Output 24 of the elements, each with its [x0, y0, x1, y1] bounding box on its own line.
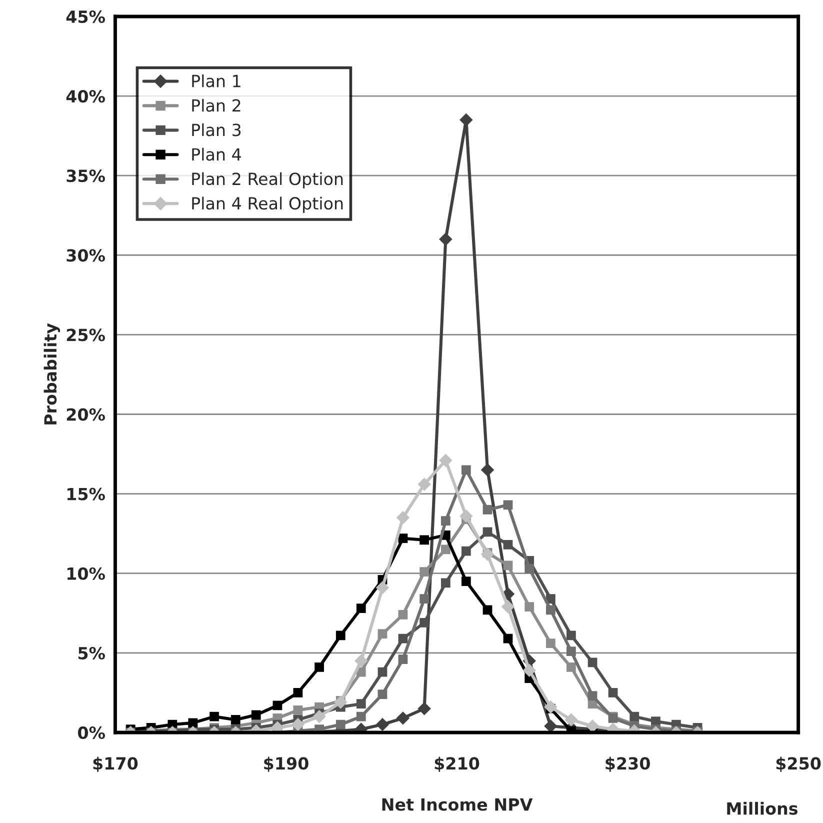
legend-label: Plan 3 — [192, 123, 241, 136]
y-tick-label: 30% — [66, 249, 105, 262]
legend-label: Plan 2 — [192, 98, 240, 112]
y-axis-title: Probability — [44, 323, 60, 424]
y-tick-label: 40% — [66, 90, 105, 103]
y-tick-label: 15% — [67, 488, 105, 500]
legend-label: Plan 4 Real Option — [192, 196, 343, 213]
y-tick-label: 10% — [67, 567, 105, 580]
x-tick-label: $250 — [776, 756, 821, 772]
legend-label: Plan 4 — [192, 148, 241, 161]
x-tick-label: $210 — [434, 756, 480, 772]
y-tick-label: 5% — [78, 646, 105, 660]
x-tick-label: $190 — [264, 756, 308, 772]
legend-label: Plan 1 — [192, 74, 240, 88]
y-tick-label: 45% — [66, 10, 105, 24]
x-tick-label: $170 — [93, 756, 138, 772]
y-tick-label: 0% — [78, 726, 105, 740]
y-tick-label: 35% — [66, 170, 105, 182]
y-tick-label: 20% — [66, 408, 105, 421]
y-tick-label: 25% — [66, 328, 105, 342]
x-axis-title: Net Income NPV — [382, 798, 533, 811]
x-tick-label: $230 — [606, 756, 650, 772]
text: Millions — [727, 802, 798, 815]
legend-label: Plan 2 Real Option — [192, 172, 343, 188]
